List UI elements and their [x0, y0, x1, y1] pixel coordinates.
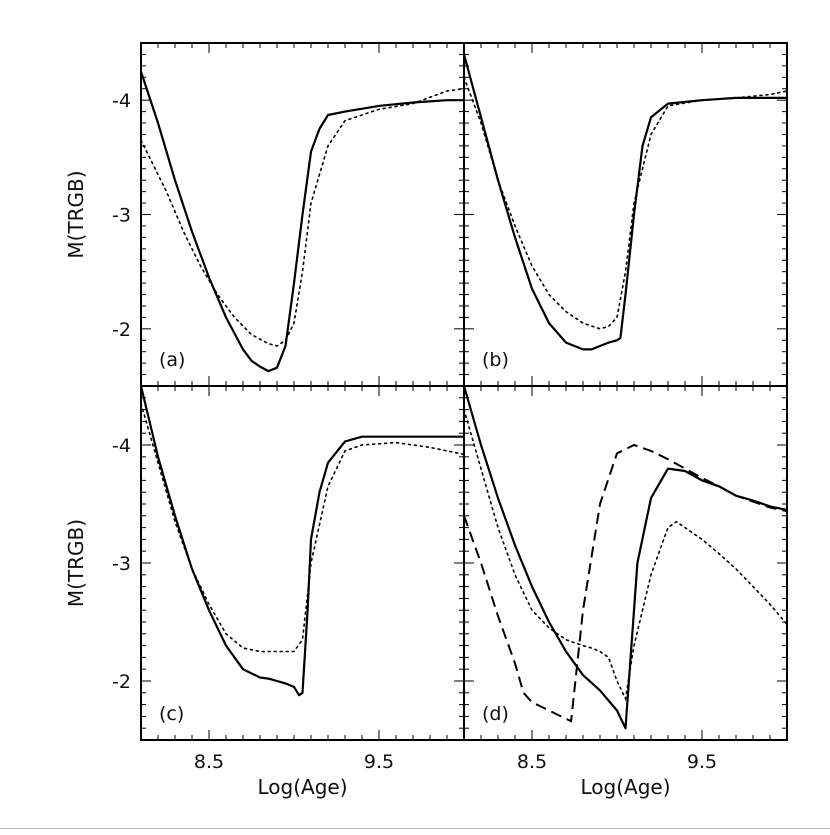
x-tick-label: 9.5	[687, 751, 717, 773]
panel-b: (b)	[462, 42, 788, 387]
y-axis-label: M(TRGB)	[64, 519, 88, 607]
panel-d-series-solid	[462, 385, 788, 730]
bottom-rule	[0, 828, 830, 829]
panel-b-label: (b)	[482, 349, 509, 371]
y-tick-label: -3	[112, 205, 131, 227]
panel-d-ticks	[463, 385, 788, 741]
panel-a-label: (a)	[159, 349, 185, 371]
panel-b-ticks	[463, 42, 788, 387]
panel-c-series-solid	[139, 385, 464, 697]
panel-b-series-dotted	[463, 76, 788, 330]
x-tick-label: 9.5	[364, 751, 394, 773]
panel-d-series-dashed	[463, 443, 788, 723]
y-tick-label: -2	[112, 319, 131, 341]
panel-c-label: (c)	[159, 703, 184, 725]
panel-d-series-dotted	[463, 408, 788, 702]
panel-b-frame	[463, 42, 788, 387]
panel-c-series-dotted	[140, 402, 465, 653]
x-tick-label: 8.5	[517, 751, 547, 773]
panel-d-frame	[463, 385, 788, 741]
x-tick-label: 8.5	[194, 751, 224, 773]
y-tick-label: -4	[112, 435, 131, 457]
y-axis-label: M(TRGB)	[64, 170, 88, 258]
panel-a: -2 -3 -4 M(TRGB) (a)	[64, 42, 465, 387]
y-tick-label: -2	[112, 671, 131, 693]
panel-b-series-solid	[462, 54, 787, 351]
y-tick-label: -3	[112, 553, 131, 575]
panel-a-series-dotted	[140, 87, 465, 347]
panel-d-label: (d)	[482, 703, 509, 725]
panel-a-series-solid	[139, 71, 464, 373]
y-tick-label: -4	[112, 90, 131, 112]
x-axis-label: Log(Age)	[257, 775, 347, 799]
panel-d: 8.5 9.5 Log(Age) (d)	[462, 385, 788, 799]
x-axis-label: Log(Age)	[580, 775, 670, 799]
panel-c: 8.5 9.5 -2 -3 -4 Log(Age) M(TRGB) (c)	[64, 385, 465, 799]
